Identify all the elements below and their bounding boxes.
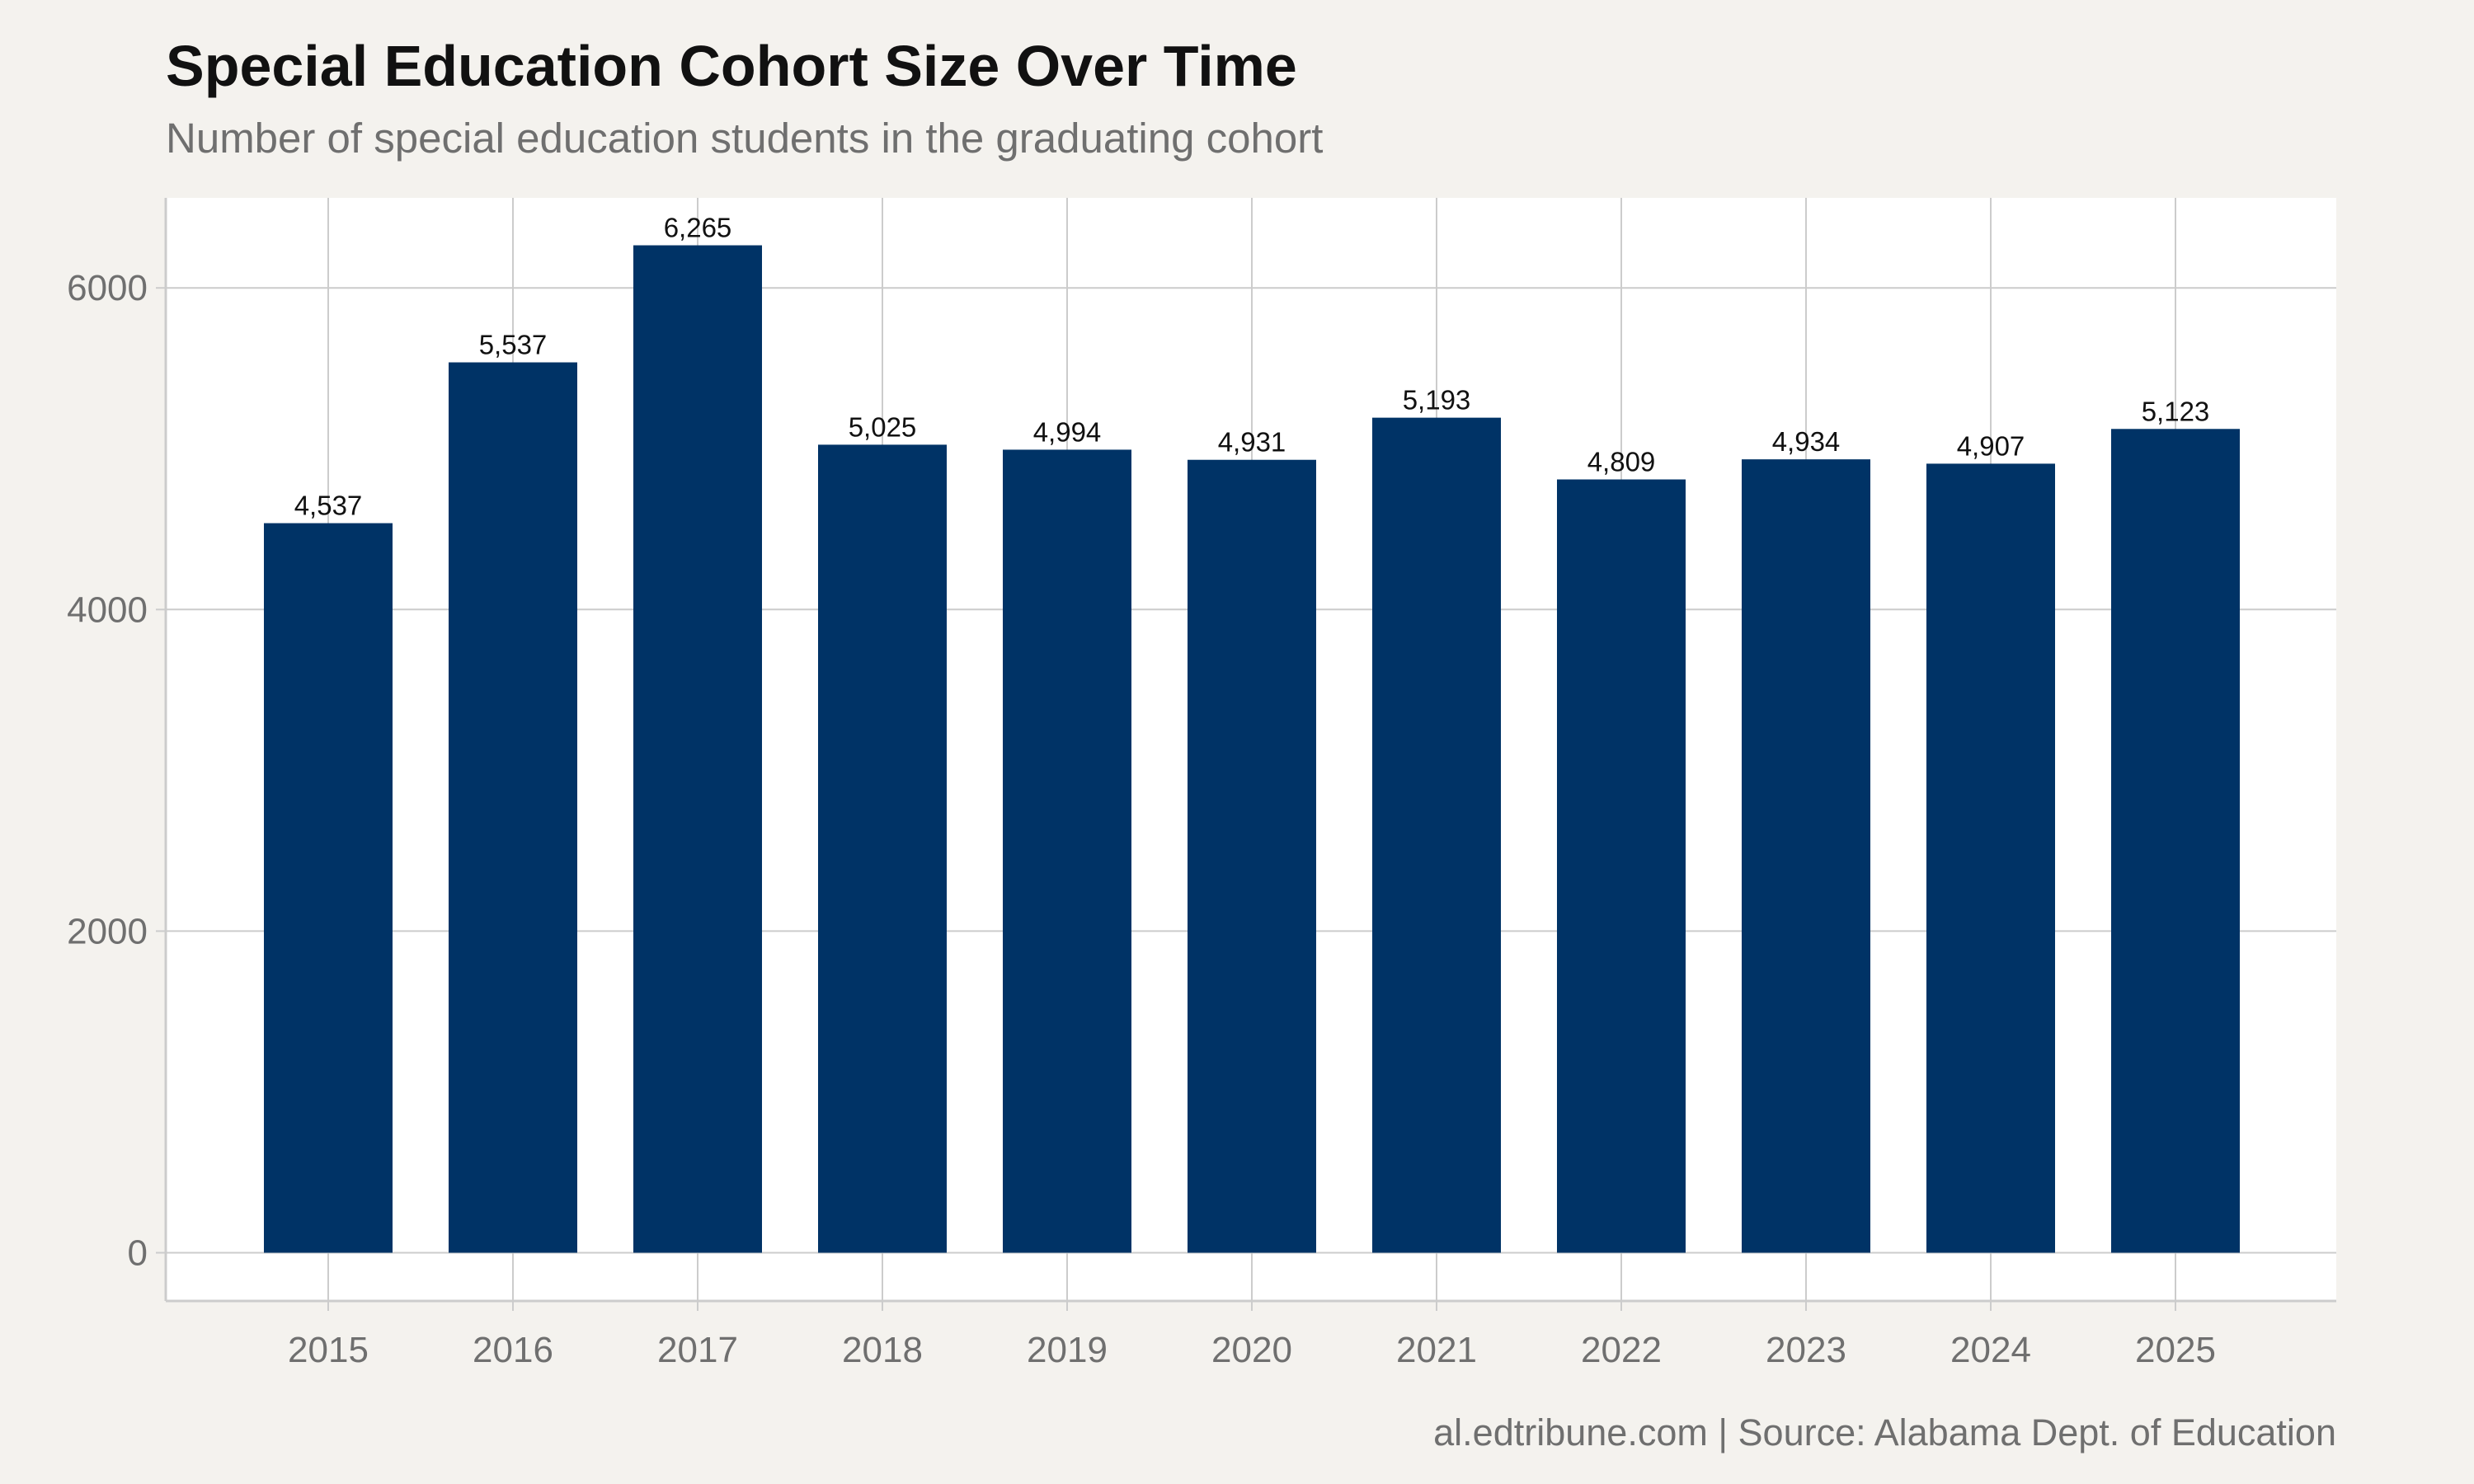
bar-value-label: 5,123 [2142,396,2210,426]
x-tick-label: 2016 [473,1330,553,1370]
x-tick-label: 2018 [842,1330,923,1370]
x-tick-label: 2022 [1581,1330,1662,1370]
bar [449,362,577,1253]
bar [1557,479,1686,1253]
bar-value-label: 4,907 [1957,430,2025,461]
bar-value-label: 5,193 [1403,385,1471,416]
bar [264,523,393,1253]
bar [1003,449,1131,1253]
x-tick-label: 2017 [657,1330,738,1370]
bar-value-label: 4,537 [294,491,363,521]
y-tick-label: 0 [128,1233,148,1273]
x-tick-label: 2020 [1211,1330,1292,1370]
y-tick-label: 4000 [67,589,148,630]
bar-value-label: 5,025 [849,411,917,442]
x-tick-label: 2025 [2135,1330,2216,1370]
bar-value-label: 4,931 [1218,427,1286,458]
bar [1926,463,2055,1253]
bar [818,444,947,1253]
bar-value-label: 4,994 [1033,416,1102,447]
x-tick-label: 2024 [1950,1330,2031,1370]
x-tick-label: 2023 [1766,1330,1846,1370]
x-tick-label: 2021 [1396,1330,1477,1370]
bar-value-label: 6,265 [664,213,732,243]
bar-value-label: 4,809 [1587,447,1656,477]
y-tick-label: 2000 [67,911,148,951]
x-tick-label: 2015 [288,1330,369,1370]
chart-title: Special Education Cohort Size Over Time [166,34,1297,98]
bar [1188,459,1316,1253]
bar [1372,417,1501,1253]
chart-subtitle: Number of special education students in … [166,115,1324,162]
bar-value-label: 4,934 [1772,426,1841,457]
bar [1742,459,1870,1253]
x-tick-label: 2019 [1027,1330,1108,1370]
bar [633,245,762,1253]
bar [2111,429,2240,1253]
y-tick-label: 6000 [67,268,148,308]
chart-caption: al.edtribune.com | Source: Alabama Dept.… [1433,1411,2336,1453]
bar-value-label: 5,537 [479,330,548,360]
